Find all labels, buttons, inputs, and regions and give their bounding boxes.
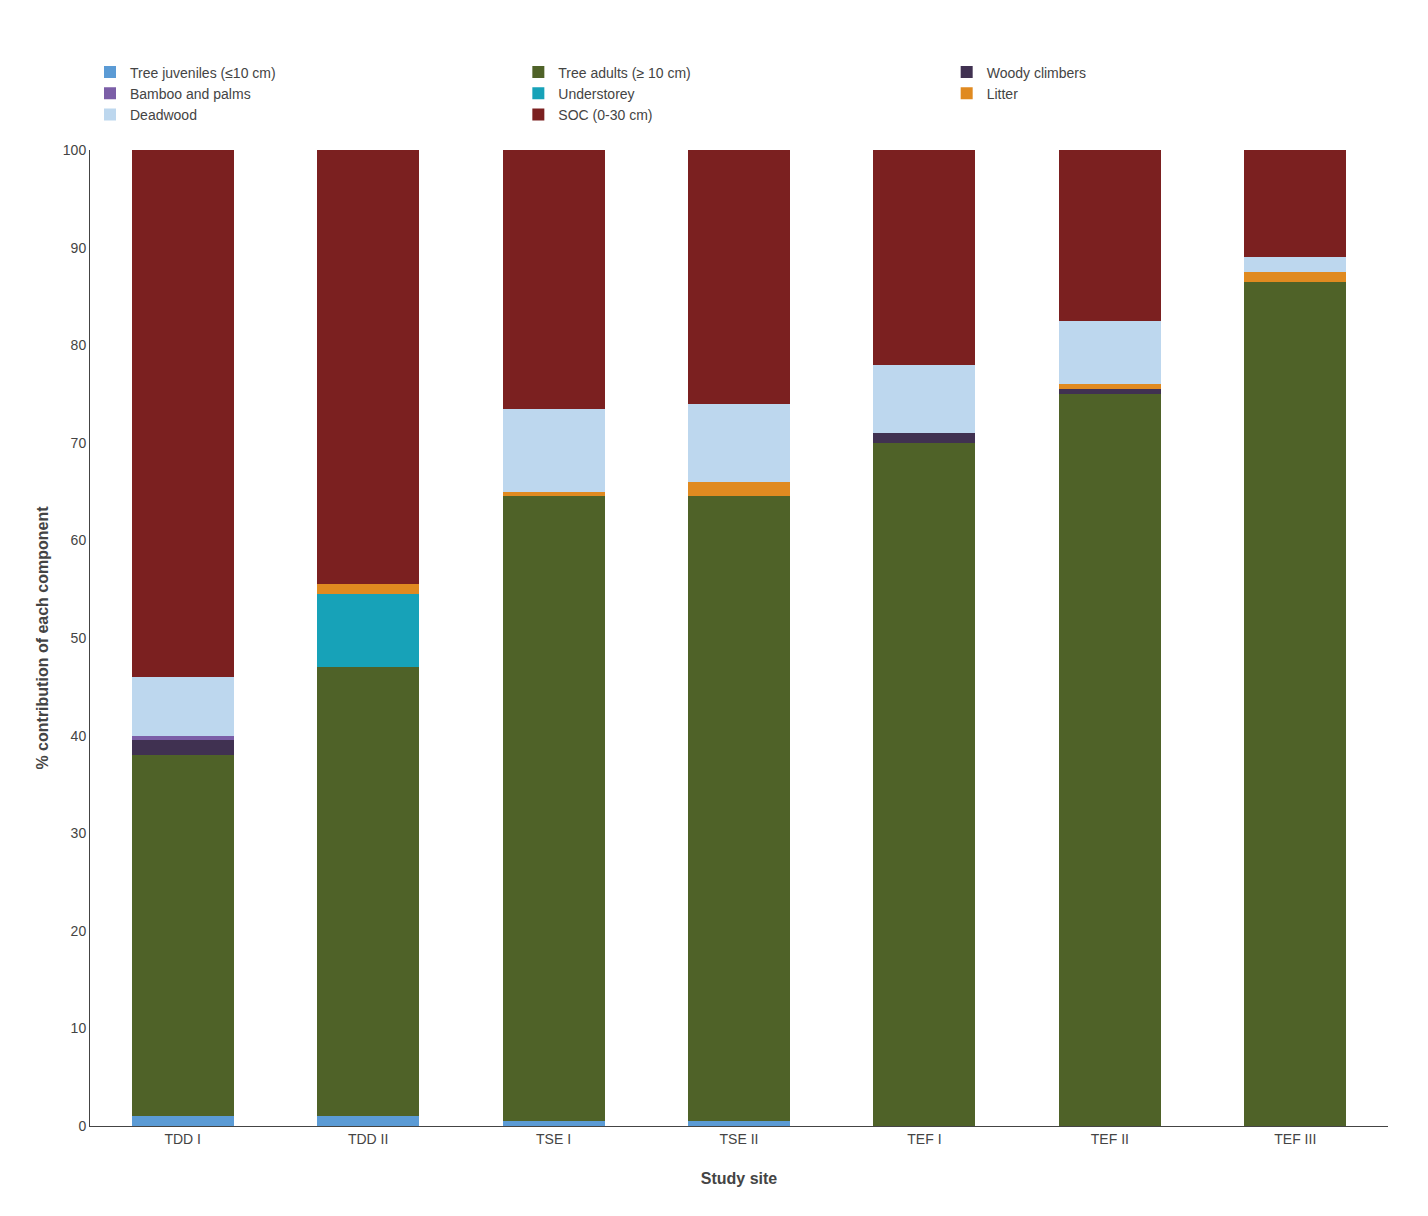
svg-text:Study site: Study site bbox=[701, 1170, 778, 1187]
svg-text:TEF II: TEF II bbox=[1091, 1131, 1129, 1147]
svg-text:20: 20 bbox=[71, 923, 87, 939]
svg-text:Deadwood: Deadwood bbox=[130, 107, 197, 123]
svg-text:40: 40 bbox=[71, 728, 87, 744]
svg-text:100: 100 bbox=[63, 142, 87, 158]
svg-text:SOC (0-30 cm): SOC (0-30 cm) bbox=[558, 107, 652, 123]
svg-text:60: 60 bbox=[71, 532, 87, 548]
svg-text:Bamboo and palms: Bamboo and palms bbox=[130, 86, 251, 102]
svg-text:70: 70 bbox=[71, 435, 87, 451]
svg-text:90: 90 bbox=[71, 240, 87, 256]
svg-text:TDD II: TDD II bbox=[348, 1131, 388, 1147]
svg-text:10: 10 bbox=[71, 1020, 87, 1036]
svg-text:30: 30 bbox=[71, 825, 87, 841]
svg-text:Understorey: Understorey bbox=[558, 86, 634, 102]
svg-text:80: 80 bbox=[71, 337, 87, 353]
svg-text:TSE II: TSE II bbox=[720, 1131, 759, 1147]
svg-text:TEF I: TEF I bbox=[907, 1131, 941, 1147]
svg-text:Woody climbers: Woody climbers bbox=[987, 65, 1086, 81]
svg-text:% contribution of each compone: % contribution of each component bbox=[34, 506, 51, 770]
svg-text:50: 50 bbox=[71, 630, 87, 646]
svg-text:TEF III: TEF III bbox=[1274, 1131, 1316, 1147]
svg-text:TDD I: TDD I bbox=[164, 1131, 201, 1147]
svg-text:Tree juveniles (≤10 cm): Tree juveniles (≤10 cm) bbox=[130, 65, 276, 81]
svg-text:0: 0 bbox=[78, 1118, 86, 1134]
svg-text:TSE I: TSE I bbox=[536, 1131, 571, 1147]
svg-text:Tree adults (≥ 10 cm): Tree adults (≥ 10 cm) bbox=[558, 65, 690, 81]
svg-text:Litter: Litter bbox=[987, 86, 1018, 102]
